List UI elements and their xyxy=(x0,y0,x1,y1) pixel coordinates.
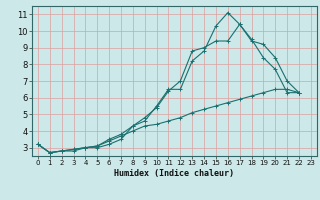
X-axis label: Humidex (Indice chaleur): Humidex (Indice chaleur) xyxy=(115,169,234,178)
